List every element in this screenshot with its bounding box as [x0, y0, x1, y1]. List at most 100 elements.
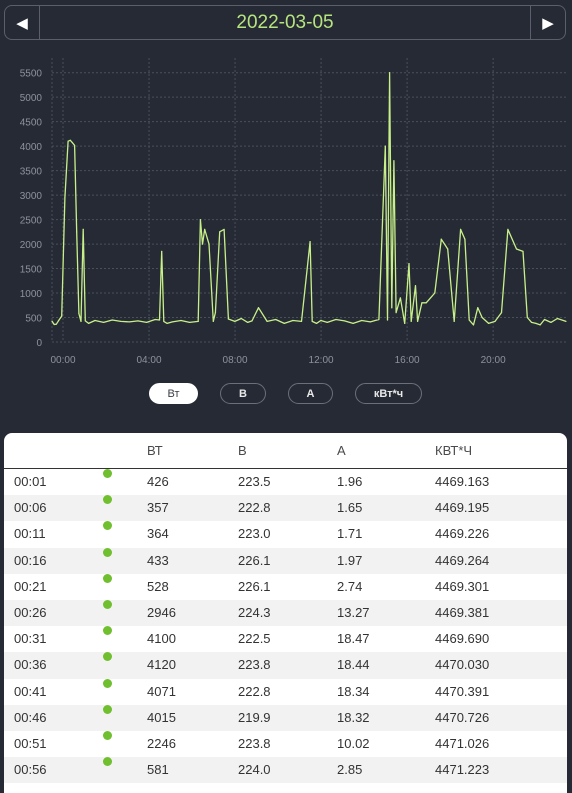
cell-watts: 426	[147, 474, 169, 489]
table-row[interactable]: 00:56 581 224.0 2.85 4471.223	[4, 757, 567, 784]
data-point	[535, 322, 537, 324]
cell-volts: 223.8	[238, 735, 271, 751]
data-point	[154, 318, 156, 321]
cell-kwh: 4469.381	[435, 604, 490, 620]
table-row[interactable]: 00:31 4100 222.5 18.47 4469.690	[4, 626, 567, 652]
data-point	[539, 324, 541, 326]
cell-kwh: 4469.301	[435, 578, 490, 594]
y-tick-label: 5500	[20, 69, 43, 80]
y-tick-label: 1000	[20, 289, 43, 300]
data-point	[556, 317, 558, 320]
status-dot-icon	[103, 678, 112, 688]
data-point	[481, 316, 483, 319]
data-point	[315, 322, 318, 324]
table-row[interactable]: 00:26 2946 224.3 13.27 4469.381	[4, 599, 567, 627]
header-watts[interactable]: ВТ	[147, 443, 163, 458]
data-point	[189, 321, 191, 324]
table-row[interactable]: 00:21 528 226.1 2.74 4469.301	[4, 573, 567, 600]
data-point	[275, 318, 277, 321]
data-point	[84, 320, 86, 322]
data-point	[283, 322, 285, 324]
table-row[interactable]: 00:11 364 223.0 1.71 4469.226	[4, 521, 567, 547]
data-point	[389, 72, 391, 74]
data-point	[421, 302, 423, 304]
tab-kwh[interactable]: кВт*ч	[355, 383, 422, 404]
data-point	[87, 322, 90, 324]
data-point	[309, 241, 311, 243]
data-point	[391, 307, 393, 309]
data-point	[180, 319, 182, 322]
table-row[interactable]: 00:46 4015 219.9 18.32 4470.726	[4, 704, 567, 731]
cell-amps: 1.65	[337, 500, 363, 516]
data-point	[378, 318, 380, 321]
data-point	[515, 248, 518, 250]
readings-table: ВТ В А КВТ*Ч 00:01 426 223.5 1.96 4469.163 00…	[4, 433, 567, 793]
data-point	[369, 321, 371, 323]
data-point	[251, 320, 253, 322]
header-kwh[interactable]: КВТ*Ч	[435, 443, 473, 458]
cell-amps: 1.97	[337, 552, 363, 568]
cell-kwh: 4469.195	[435, 500, 490, 516]
data-point	[208, 243, 210, 245]
data-point	[76, 231, 78, 233]
cell-amps: 2.85	[337, 762, 363, 778]
data-point	[137, 320, 139, 322]
cell-amps: 18.44	[337, 657, 370, 673]
tab-volts[interactable]: В	[220, 383, 266, 404]
table-row[interactable]: 00:16 433 226.1 1.97 4469.264	[4, 547, 567, 574]
data-point	[507, 228, 509, 230]
cell-amps: 18.47	[337, 631, 370, 647]
table-row[interactable]: 00:41 4071 222.8 18.34 4470.391	[4, 678, 567, 705]
data-point	[266, 320, 268, 323]
tab-amps[interactable]: А	[288, 383, 333, 404]
tab-watts[interactable]: Вт	[149, 383, 198, 404]
cell-volts: 223.5	[238, 474, 271, 489]
prev-day-button[interactable]: ◀	[5, 6, 40, 39]
data-point	[404, 322, 406, 324]
status-dot-icon	[103, 495, 112, 505]
cell-watts: 433	[147, 552, 169, 568]
cell-volts: 224.0	[238, 762, 271, 778]
cell-volts: 223.8	[238, 657, 271, 673]
cell-kwh: 4471.223	[435, 762, 490, 778]
date-navigator: ◀ 2022-03-05 ▶	[4, 5, 566, 40]
table-row[interactable]: 00:01 426 223.5 1.96 4469.163	[4, 469, 567, 495]
cell-time: 00:51	[14, 735, 47, 751]
data-point	[543, 318, 546, 321]
data-point	[408, 263, 410, 265]
data-point	[163, 320, 165, 323]
table-header: ВТ В А КВТ*Ч	[4, 433, 567, 469]
current-date[interactable]: 2022-03-05	[236, 11, 334, 33]
cell-time: 00:06	[14, 500, 47, 516]
data-point	[69, 139, 71, 141]
data-point	[530, 321, 533, 324]
data-point	[171, 321, 174, 323]
data-point	[257, 307, 260, 309]
cell-volts: 222.8	[238, 500, 271, 516]
data-point	[103, 321, 105, 324]
cell-watts: 357	[147, 500, 169, 516]
cell-watts: 4015	[147, 709, 176, 725]
power-chart: 0 500 1000 1500 2000 2500 3000 3500 4000 4500 5000…	[20, 58, 567, 366]
data-point	[204, 228, 206, 230]
cell-watts: 4120	[147, 657, 176, 673]
status-dot-icon	[103, 626, 112, 636]
header-amps[interactable]: А	[337, 443, 346, 458]
data-point	[128, 321, 131, 323]
cell-time: 00:46	[14, 709, 47, 725]
data-point	[82, 228, 84, 230]
table-row[interactable]: 00:06 357 222.8 1.65 4469.195	[4, 495, 567, 522]
data-point	[161, 250, 163, 253]
status-dot-icon	[103, 757, 112, 767]
data-point	[80, 320, 82, 323]
header-volts[interactable]: В	[238, 443, 247, 458]
cell-volts: 224.3	[238, 604, 271, 620]
table-row[interactable]: 00:36 4120 223.8 18.44 4470.030	[4, 652, 567, 679]
data-point	[522, 250, 524, 253]
table-row[interactable]: 00:51 2246 223.8 10.02 4471.026	[4, 730, 567, 757]
next-day-button[interactable]: ▶	[530, 6, 565, 39]
data-point	[212, 320, 214, 323]
data-point	[158, 319, 161, 321]
cell-time: 00:56	[14, 762, 47, 778]
status-dot-icon	[103, 547, 112, 557]
